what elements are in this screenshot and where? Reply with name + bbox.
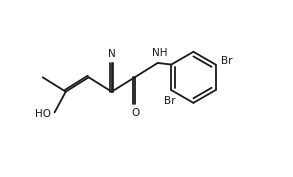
- Text: HO: HO: [35, 109, 51, 119]
- Text: Br: Br: [221, 56, 233, 66]
- Text: Br: Br: [164, 96, 176, 107]
- Text: N: N: [108, 49, 115, 59]
- Text: O: O: [132, 108, 140, 118]
- Text: NH: NH: [151, 48, 167, 58]
